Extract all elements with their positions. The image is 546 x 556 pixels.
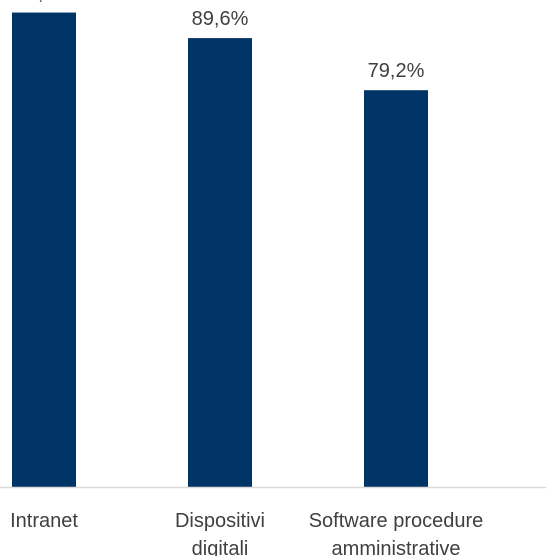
bars-group — [12, 12, 428, 487]
x-tick-label-line: Intranet — [10, 510, 78, 532]
bar-intranet — [12, 12, 76, 487]
x-tick-labels-group: Intranet Dispositivi digitali Software proc… — [10, 510, 483, 556]
data-labels-group: 94,7% 89,6% 79,2% — [16, 0, 425, 82]
data-label-software-procedure-amministrative: 79,2% — [368, 60, 425, 82]
x-tick-label-line: amministrative — [332, 538, 461, 556]
data-label-dispositivi-digitali: 89,6% — [192, 8, 249, 30]
data-label-intranet: 94,7% — [16, 0, 73, 5]
bar-software-procedure-amministrative — [364, 90, 428, 487]
x-tick-label-dispositivi-digitali: Dispositivi digitali — [175, 510, 265, 556]
bar-dispositivi-digitali — [188, 38, 252, 487]
x-tick-label-intranet: Intranet — [10, 510, 78, 532]
x-tick-label-line: Dispositivi — [175, 510, 265, 532]
x-tick-label-line: Software procedure — [309, 510, 484, 532]
x-tick-label-line: digitali — [192, 538, 249, 556]
x-tick-label-software-procedure-amministrative: Software procedure amministrative — [309, 510, 484, 556]
